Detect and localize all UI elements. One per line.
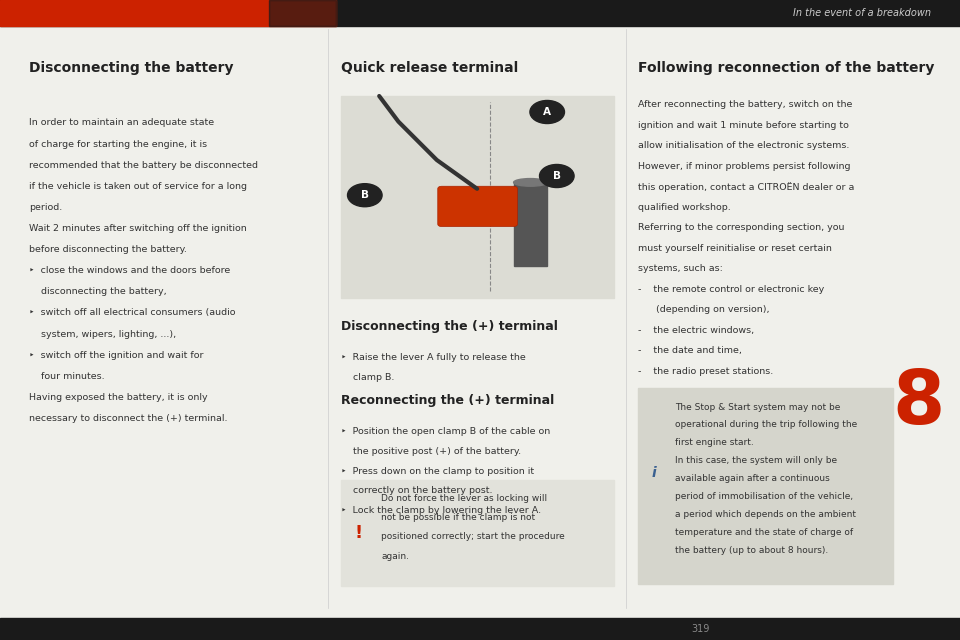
Text: The Stop & Start system may not be: The Stop & Start system may not be — [675, 403, 840, 412]
Circle shape — [530, 100, 564, 124]
Circle shape — [348, 184, 382, 207]
Bar — [341, 480, 614, 586]
Text: ‣  switch off the ignition and wait for: ‣ switch off the ignition and wait for — [29, 351, 204, 360]
Text: Reconnecting the (+) terminal: Reconnecting the (+) terminal — [341, 394, 554, 406]
Text: correctly on the battery post.: correctly on the battery post. — [341, 486, 492, 495]
Text: ‣  switch off all electrical consumers (audio: ‣ switch off all electrical consumers (a… — [29, 308, 235, 317]
Text: -    the electric windows,: - the electric windows, — [638, 326, 755, 335]
Text: a period which depends on the ambient: a period which depends on the ambient — [675, 510, 856, 519]
Text: necessary to disconnect the (+) terminal.: necessary to disconnect the (+) terminal… — [29, 414, 228, 423]
Text: Referring to the corresponding section, you: Referring to the corresponding section, … — [638, 223, 845, 232]
Bar — [0, 0, 960, 26]
Text: of charge for starting the engine, it is: of charge for starting the engine, it is — [29, 140, 207, 148]
Text: before disconnecting the battery.: before disconnecting the battery. — [29, 245, 186, 254]
Text: positioned correctly; start the procedure: positioned correctly; start the procedur… — [381, 532, 564, 541]
Text: In this case, the system will only be: In this case, the system will only be — [675, 456, 837, 465]
Text: again.: again. — [381, 552, 409, 561]
Text: -    the radio preset stations.: - the radio preset stations. — [638, 367, 774, 376]
Bar — [514, 182, 547, 266]
Text: Disconnecting the battery: Disconnecting the battery — [29, 61, 233, 75]
Text: ‣  close the windows and the doors before: ‣ close the windows and the doors before — [29, 266, 230, 275]
Text: the battery (up to about 8 hours).: the battery (up to about 8 hours). — [675, 546, 828, 555]
Text: In the event of a breakdown: In the event of a breakdown — [793, 8, 931, 18]
Text: Disconnecting the (+) terminal: Disconnecting the (+) terminal — [341, 320, 558, 333]
Text: ‣  Position the open clamp B of the cable on: ‣ Position the open clamp B of the cable… — [341, 427, 550, 436]
Text: i: i — [652, 467, 656, 480]
Text: 8: 8 — [893, 367, 945, 440]
Text: B: B — [361, 190, 369, 200]
Text: (depending on version),: (depending on version), — [638, 305, 770, 314]
Text: temperature and the state of charge of: temperature and the state of charge of — [675, 528, 853, 537]
Text: allow initialisation of the electronic systems.: allow initialisation of the electronic s… — [638, 141, 850, 150]
Bar — [269, 0, 336, 26]
Text: In order to maintain an adequate state: In order to maintain an adequate state — [29, 118, 214, 127]
Text: Do not force the lever as locking will: Do not force the lever as locking will — [381, 494, 547, 503]
Text: !: ! — [354, 524, 362, 542]
Text: ‣  Lock the clamp by lowering the lever A.: ‣ Lock the clamp by lowering the lever A… — [341, 506, 540, 515]
Text: Following reconnection of the battery: Following reconnection of the battery — [638, 61, 935, 75]
Text: -    the date and time,: - the date and time, — [638, 346, 742, 355]
Text: first engine start.: first engine start. — [675, 438, 754, 447]
Text: available again after a continuous: available again after a continuous — [675, 474, 829, 483]
Bar — [638, 388, 893, 584]
Text: system, wipers, lighting, ...),: system, wipers, lighting, ...), — [29, 330, 176, 339]
Text: not be possible if the clamp is not: not be possible if the clamp is not — [381, 513, 536, 522]
Text: Quick release terminal: Quick release terminal — [341, 61, 518, 75]
Text: period.: period. — [29, 203, 62, 212]
Text: A: A — [543, 107, 551, 117]
Text: this operation, contact a CITROËN dealer or a: this operation, contact a CITROËN dealer… — [638, 182, 854, 192]
Text: 319: 319 — [691, 624, 710, 634]
Text: B: B — [553, 171, 561, 181]
Ellipse shape — [514, 179, 547, 186]
Text: four minutes.: four minutes. — [29, 372, 105, 381]
Text: ‣  Press down on the clamp to position it: ‣ Press down on the clamp to position it — [341, 467, 534, 476]
Text: if the vehicle is taken out of service for a long: if the vehicle is taken out of service f… — [29, 182, 247, 191]
Text: must yourself reinitialise or reset certain: must yourself reinitialise or reset cert… — [638, 244, 832, 253]
Text: ignition and wait 1 minute before starting to: ignition and wait 1 minute before starti… — [638, 121, 850, 130]
Text: systems, such as:: systems, such as: — [638, 264, 723, 273]
Text: qualified workshop.: qualified workshop. — [638, 203, 732, 212]
Text: -    the remote control or electronic key: - the remote control or electronic key — [638, 285, 825, 294]
Bar — [0, 0, 336, 26]
FancyBboxPatch shape — [438, 186, 517, 227]
Text: the positive post (+) of the battery.: the positive post (+) of the battery. — [341, 447, 521, 456]
Text: disconnecting the battery,: disconnecting the battery, — [29, 287, 166, 296]
Bar — [0, 618, 960, 640]
Text: ‣  Raise the lever A fully to release the: ‣ Raise the lever A fully to release the — [341, 353, 525, 362]
Text: Wait 2 minutes after switching off the ignition: Wait 2 minutes after switching off the i… — [29, 224, 247, 233]
Text: recommended that the battery be disconnected: recommended that the battery be disconne… — [29, 161, 258, 170]
Text: period of immobilisation of the vehicle,: period of immobilisation of the vehicle, — [675, 492, 853, 501]
Bar — [341, 96, 614, 298]
Text: clamp B.: clamp B. — [341, 373, 395, 382]
Text: operational during the trip following the: operational during the trip following th… — [675, 420, 857, 429]
Text: However, if minor problems persist following: However, if minor problems persist follo… — [638, 162, 851, 171]
Text: Having exposed the battery, it is only: Having exposed the battery, it is only — [29, 393, 207, 402]
Circle shape — [540, 164, 574, 188]
Text: After reconnecting the battery, switch on the: After reconnecting the battery, switch o… — [638, 100, 852, 109]
